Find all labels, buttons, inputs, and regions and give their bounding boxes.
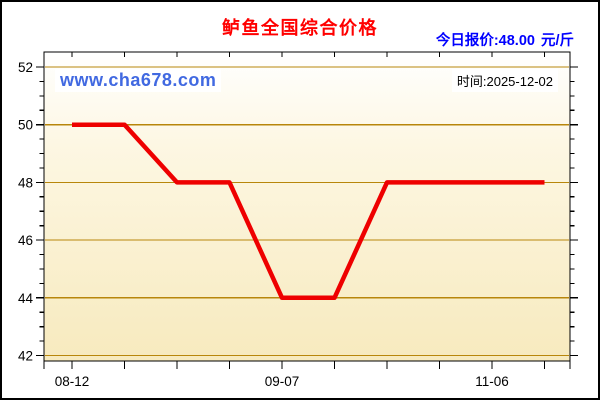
x-axis-label: 11-06 — [475, 374, 509, 389]
y-axis-label: 46 — [18, 233, 33, 248]
watermark-url: www.cha678.com — [55, 69, 222, 92]
y-axis-label: 52 — [18, 60, 33, 75]
today-quote: 今日报价:48.00 元/斤 — [436, 29, 574, 50]
y-axis-label: 50 — [18, 118, 33, 133]
y-axis-label: 44 — [18, 291, 34, 306]
plot-area — [43, 51, 571, 362]
today-quote-label: 今日报价: — [435, 33, 499, 49]
today-quote-unit: 元/斤 — [540, 33, 574, 49]
y-axis-label: 48 — [18, 175, 33, 190]
today-quote-value: 48.00 — [498, 33, 535, 49]
chart-title: 鲈鱼全国综合价格 — [222, 18, 378, 38]
price-line — [72, 122, 545, 301]
x-axis-label: 09-07 — [265, 374, 300, 389]
x-axis-label: 08-12 — [55, 374, 90, 389]
y-axis-label: 42 — [18, 349, 33, 364]
timestamp-label: 时间:2025-12-02 — [451, 69, 558, 92]
